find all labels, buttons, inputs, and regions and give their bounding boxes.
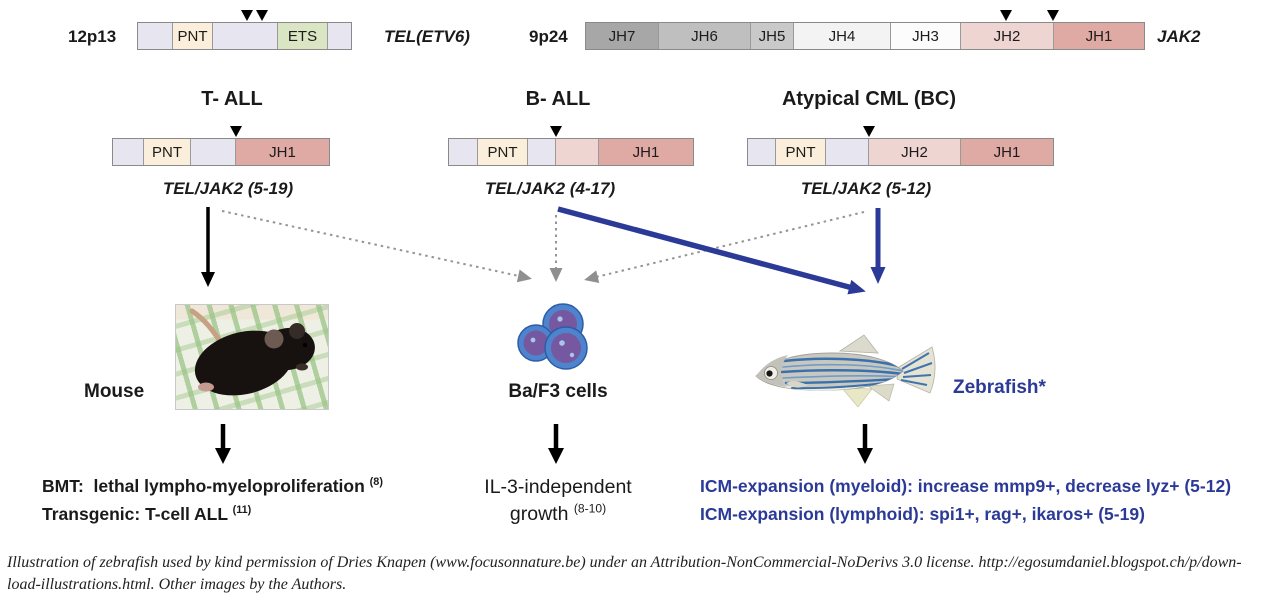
domain-segment bbox=[213, 23, 278, 49]
domain-segment-jh2: JH2 bbox=[869, 139, 961, 165]
mouse-illustration bbox=[189, 308, 315, 396]
domain-segment-jh4: JH4 bbox=[794, 23, 891, 49]
breakpoint-marker bbox=[256, 10, 268, 21]
zebrafish-image bbox=[755, 334, 936, 408]
domain-segment-jh1: JH1 bbox=[1054, 23, 1144, 49]
caption-line-1: Illustration of zebrafish used by kind p… bbox=[7, 554, 1242, 571]
reference-superscript: (8) bbox=[369, 476, 383, 489]
disease-label-b-all: B- ALL bbox=[525, 88, 591, 110]
outcome-text: growth bbox=[509, 503, 574, 525]
down-arrow-icon bbox=[857, 424, 873, 464]
domain-segment-pnt: PNT bbox=[776, 139, 826, 165]
outcome-line: ICM-expansion (lymphoid): spi1+, rag+, i… bbox=[700, 504, 1145, 524]
fusion-label-b-all: TEL/JAK2 (4-17) bbox=[484, 179, 616, 198]
domain-segment bbox=[191, 139, 236, 165]
outcome-line: IL-3-independent bbox=[484, 474, 631, 501]
domain-segment bbox=[826, 139, 869, 165]
domain-segment-jh1: JH1 bbox=[236, 139, 329, 165]
domain-segment-jh6: JH6 bbox=[659, 23, 751, 49]
domain-segment-jh1: JH1 bbox=[961, 139, 1053, 165]
domain-segment bbox=[113, 139, 144, 165]
tel-gene-name: TEL(ETV6) bbox=[384, 27, 470, 46]
breakpoint-marker bbox=[550, 126, 562, 137]
disease-label-t-all: T- ALL bbox=[201, 88, 263, 110]
domain-segment bbox=[138, 23, 173, 49]
breakpoint-marker bbox=[241, 10, 253, 21]
baf3-label: Ba/F3 cells bbox=[508, 381, 608, 402]
jak2-gene-name: JAK2 bbox=[1157, 27, 1201, 46]
tel-gene-bar: PNT ETS bbox=[137, 10, 352, 50]
figure-caption: Illustration of zebrafish used by kind p… bbox=[7, 552, 1277, 595]
mouse-photo bbox=[175, 304, 329, 410]
fusion-label-t-all: TEL/JAK2 (5-19) bbox=[162, 179, 294, 198]
zebrafish-outcome-text: ICM-expansion (myeloid): increase mmp9+,… bbox=[700, 472, 1231, 528]
baf3-outcome-text: IL-3-independent growth (8-10) bbox=[484, 474, 631, 528]
down-arrow-icon bbox=[548, 424, 564, 464]
domain-segment-pnt: PNT bbox=[478, 139, 528, 165]
domain-segment-jh5: JH5 bbox=[751, 23, 794, 49]
outcome-line: growth (8-10) bbox=[484, 501, 631, 528]
reference-superscript: (8-10) bbox=[573, 501, 607, 516]
domain-segment bbox=[528, 139, 556, 165]
fusion-bar-atypical-cml: PNT JH2 JH1 bbox=[747, 126, 1054, 166]
outcome-line: Transgenic: T-cell ALL (11) bbox=[42, 500, 383, 528]
baf3-cells-image bbox=[517, 303, 588, 370]
outcome-line: BMT: lethal lympho-myeloproliferation (8… bbox=[42, 472, 383, 500]
jak2-locus-label: 9p24 bbox=[529, 27, 568, 46]
domain-segment bbox=[556, 139, 599, 165]
domain-segment-jh3: JH3 bbox=[891, 23, 961, 49]
domain-segment bbox=[449, 139, 478, 165]
arrow-cml-to-baf3-dotted bbox=[584, 211, 865, 283]
domain-segment-pnt: PNT bbox=[144, 139, 191, 165]
outcome-line: ICM-expansion (myeloid): increase mmp9+,… bbox=[700, 476, 1232, 496]
breakpoint-marker bbox=[1047, 10, 1059, 21]
outcome-text: IL-3-independent bbox=[484, 476, 632, 498]
breakpoint-marker bbox=[230, 126, 242, 137]
breakpoint-marker bbox=[1000, 10, 1012, 21]
zebrafish-label: Zebrafish* bbox=[953, 377, 1046, 398]
fusion-bar-b-all: PNT JH1 bbox=[448, 126, 694, 166]
domain-segment bbox=[748, 139, 776, 165]
disease-label-atypical-cml: Atypical CML (BC) bbox=[781, 88, 957, 110]
mouse-label: Mouse bbox=[84, 381, 145, 402]
domain-segment-ets: ETS bbox=[278, 23, 328, 49]
reference-superscript: (11) bbox=[232, 504, 252, 517]
domain-segment-jh1: JH1 bbox=[599, 139, 693, 165]
breakpoint-marker bbox=[863, 126, 875, 137]
fusion-label-atypical-cml: TEL/JAK2 (5-12) bbox=[800, 179, 932, 198]
arrow-ball-to-zebrafish bbox=[557, 206, 866, 295]
outcome-text: Transgenic: T-cell ALL bbox=[42, 504, 233, 524]
arrow-tall-to-baf3-dotted bbox=[221, 210, 532, 283]
domain-segment-jh7: JH7 bbox=[586, 23, 659, 49]
down-arrow-icon bbox=[215, 424, 231, 464]
fusion-bar-t-all: PNT JH1 bbox=[112, 126, 330, 166]
caption-line-2: load-illustrations.html. Other images by… bbox=[7, 575, 347, 593]
jak2-gene-bar: JH7 JH6 JH5 JH4 JH3 JH2 JH1 bbox=[585, 10, 1145, 50]
domain-segment bbox=[328, 23, 351, 49]
mouse-outcome-text: BMT: lethal lympho-myeloproliferation (8… bbox=[42, 472, 383, 528]
tel-locus-label: 12p13 bbox=[68, 27, 117, 46]
domain-segment-pnt: PNT bbox=[173, 23, 213, 49]
outcome-text: BMT: lethal lympho-myeloproliferation bbox=[42, 476, 370, 496]
domain-segment-jh2: JH2 bbox=[961, 23, 1054, 49]
